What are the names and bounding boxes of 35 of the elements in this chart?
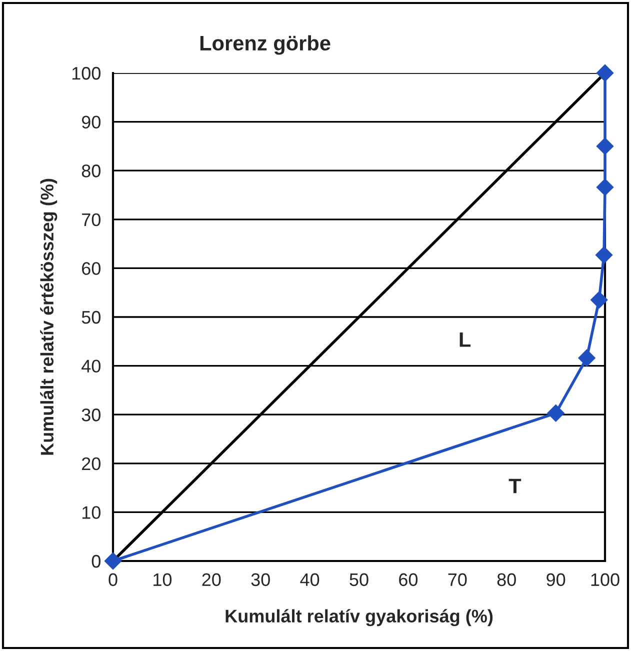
chart-title: Lorenz görbe xyxy=(200,35,330,55)
y-tick-label: 50 xyxy=(82,310,100,324)
x-tick-label: 20 xyxy=(202,573,221,586)
point xyxy=(590,291,608,308)
point xyxy=(104,552,122,570)
y-tick-label: 10 xyxy=(82,506,100,519)
point xyxy=(596,138,614,155)
x-tick-label: 90 xyxy=(546,573,566,586)
y-tick-label: 60 xyxy=(82,262,100,275)
y-tick-label: 70 xyxy=(82,213,100,226)
x-tick-label: 60 xyxy=(399,573,418,586)
point xyxy=(596,64,614,82)
point xyxy=(547,404,564,422)
annotation: T xyxy=(508,478,522,494)
x-axis-title: Kumulált relatív gyakoriság (%) xyxy=(226,609,493,626)
y-tick-label: 100 xyxy=(72,66,100,80)
y-tick-label: 90 xyxy=(82,116,100,129)
x-tick-label: 80 xyxy=(497,573,516,586)
y-tick-label: 30 xyxy=(82,408,100,422)
point xyxy=(595,246,613,264)
point xyxy=(578,349,596,367)
x-tick-label: 30 xyxy=(251,573,270,586)
y-tick-label: 40 xyxy=(82,360,100,373)
x-tick-label: 10 xyxy=(154,573,172,586)
x-tick-label: 100 xyxy=(591,573,620,586)
y-axis-title: Kumulált relatív értékösszeg (%) xyxy=(40,178,58,455)
annotation: L xyxy=(460,332,471,347)
y-tick-label: 0 xyxy=(92,554,100,568)
y-tick-label: 20 xyxy=(82,457,100,470)
x-tick-label: 70 xyxy=(448,573,467,586)
x-tick-label: 40 xyxy=(300,573,320,586)
x-tick-label: 0 xyxy=(108,573,118,586)
point xyxy=(596,178,614,196)
x-tick-label: 50 xyxy=(350,573,368,586)
y-tick-label: 80 xyxy=(82,164,100,178)
